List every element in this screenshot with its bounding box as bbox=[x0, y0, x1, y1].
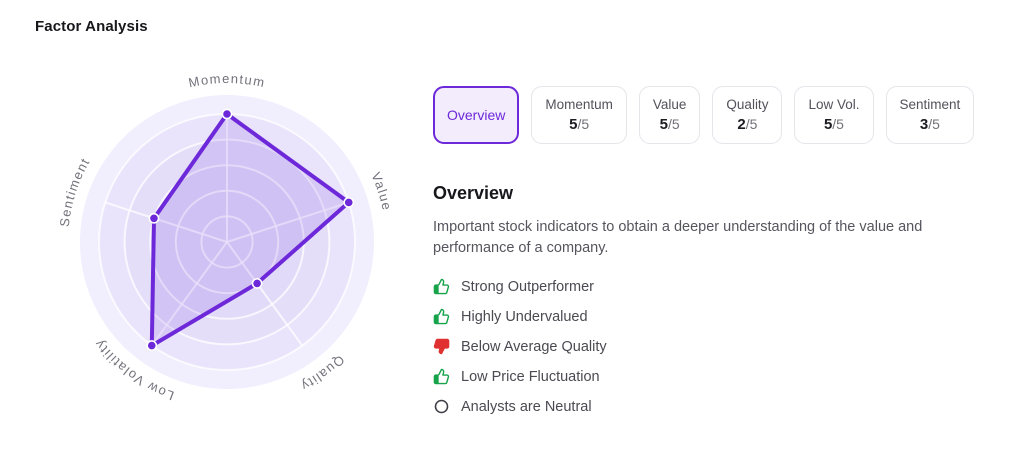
radar-data-point bbox=[251, 278, 263, 289]
page-title: Factor Analysis bbox=[35, 18, 148, 35]
indicator-item: Below Average Quality bbox=[433, 338, 993, 355]
radar-data-point bbox=[221, 108, 233, 120]
thumbs-down-icon bbox=[433, 338, 450, 355]
tab-value[interactable]: Value 5/5 bbox=[638, 86, 701, 144]
radar-data-point bbox=[343, 197, 355, 208]
tab-label: Low Vol. bbox=[808, 97, 860, 112]
section-description: Important stock indicators to obtain a d… bbox=[433, 219, 923, 256]
indicator-item: Strong Outperformer bbox=[433, 278, 993, 295]
radar-data-polygon bbox=[149, 112, 351, 348]
thumbs-up-icon bbox=[433, 368, 450, 385]
radar-axis-label: Value bbox=[368, 170, 394, 212]
radar-data-point bbox=[148, 212, 160, 224]
indicator-label: Highly Undervalued bbox=[461, 308, 588, 325]
indicator-item: Analysts are Neutral bbox=[433, 398, 993, 415]
indicator-list: Strong Outperformer Highly Undervalued Bel… bbox=[433, 278, 993, 415]
tab-label: Momentum bbox=[545, 97, 613, 112]
tab-score: 2/5 bbox=[737, 116, 758, 133]
factor-detail-panel: Overview Momentum 5/5 Value 5/5 Quality 2/5 Low… bbox=[433, 86, 993, 428]
tab-label: Overview bbox=[447, 107, 506, 123]
indicator-label: Low Price Fluctuation bbox=[461, 368, 600, 385]
radar-spoke bbox=[226, 241, 304, 347]
factor-tabs: Overview Momentum 5/5 Value 5/5 Quality 2/5 Low… bbox=[433, 86, 993, 144]
section-title: Overview bbox=[433, 183, 514, 203]
tab-label: Sentiment bbox=[899, 97, 961, 112]
indicator-label: Strong Outperformer bbox=[461, 278, 594, 295]
tab-score: 5/5 bbox=[823, 116, 844, 133]
radar-spoke bbox=[104, 201, 228, 243]
tab-sentiment[interactable]: Sentiment 3/5 bbox=[885, 86, 975, 144]
indicator-label: Below Average Quality bbox=[461, 338, 607, 355]
radar-spoke bbox=[150, 241, 228, 347]
tab-label: Quality bbox=[726, 97, 769, 112]
tab-score: 5/5 bbox=[569, 116, 590, 133]
circle-icon bbox=[433, 398, 450, 415]
tab-momentum[interactable]: Momentum 5/5 bbox=[531, 86, 627, 144]
radar-axis-label: Momentum bbox=[187, 71, 267, 90]
tab-label: Value bbox=[652, 97, 687, 112]
tab-score: 5/5 bbox=[659, 116, 680, 133]
tab-quality[interactable]: Quality 2/5 bbox=[712, 86, 783, 144]
thumbs-up-icon bbox=[433, 278, 450, 295]
indicator-item: Highly Undervalued bbox=[433, 308, 993, 325]
tab-score: 3/5 bbox=[919, 116, 940, 133]
indicator-label: Analysts are Neutral bbox=[461, 398, 592, 415]
radar-spoke bbox=[226, 201, 350, 243]
thumbs-up-icon bbox=[433, 308, 450, 325]
indicator-item: Low Price Fluctuation bbox=[433, 368, 993, 385]
tab-overview[interactable]: Overview bbox=[433, 86, 520, 144]
radar-data-point bbox=[146, 340, 158, 351]
factor-radar-chart: Momentum Value Quality Low Volatility Sentim… bbox=[37, 51, 417, 431]
tab-low-vol[interactable]: Low Vol. 5/5 bbox=[794, 86, 874, 144]
